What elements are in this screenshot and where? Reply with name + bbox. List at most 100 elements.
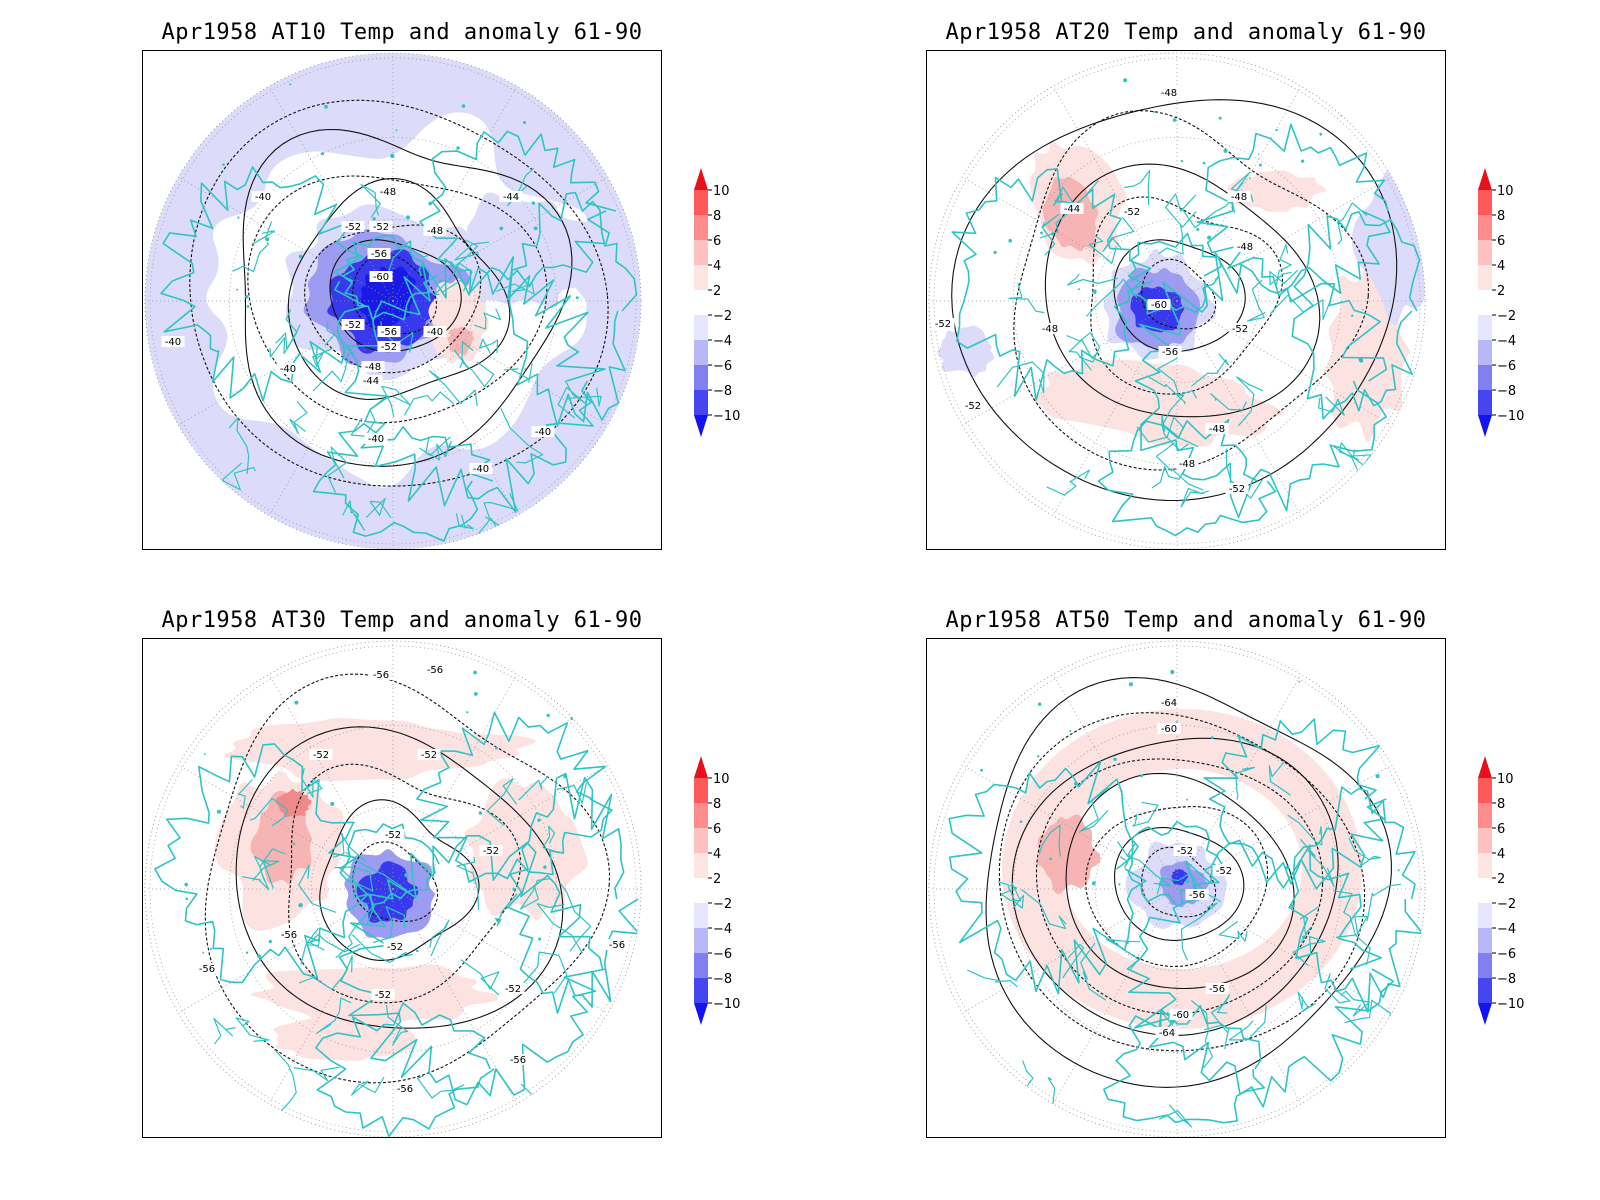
border-line — [500, 407, 544, 464]
meridian — [268, 674, 394, 890]
island — [1275, 128, 1278, 132]
border-line — [997, 880, 1022, 902]
colorbar-segment — [694, 365, 708, 390]
border-line — [273, 1048, 297, 1120]
contour-label-bg — [531, 426, 555, 437]
colorbar-segment — [694, 215, 708, 240]
contour-label: -52 — [965, 401, 981, 412]
colorbar-segment — [1478, 365, 1492, 390]
contour-label-bg — [1060, 203, 1084, 214]
colorbar-segment — [694, 878, 708, 903]
border-line — [536, 903, 584, 954]
anomaly-pos-area — [224, 718, 536, 782]
colorbar-tick-label: 10 — [1497, 184, 1514, 199]
island — [592, 79, 595, 82]
border-line — [235, 1017, 270, 1042]
colorbar-segment — [1478, 215, 1492, 240]
border-line — [434, 262, 473, 296]
colorbar-segment — [1478, 340, 1492, 365]
border-line — [1354, 915, 1371, 966]
border-line — [1337, 202, 1368, 245]
meridian — [178, 176, 394, 302]
anomaly-neg-core — [1171, 868, 1189, 886]
meridian — [1052, 888, 1178, 1104]
colorbar-segment — [1478, 290, 1492, 315]
border-line — [522, 951, 568, 994]
border-line — [1041, 213, 1060, 256]
colorbar: 10 8 6 4 2 −2 −4 −6 −8 −10 — [1478, 168, 1524, 437]
border-line — [365, 498, 392, 519]
colorbar-segment — [694, 778, 708, 803]
contour-label: -56 — [373, 670, 389, 681]
contour-label: -44 — [1064, 204, 1080, 215]
colorbar-segment — [1478, 928, 1492, 953]
island — [1140, 774, 1144, 778]
coastline-segment — [508, 191, 638, 427]
border-line — [1324, 973, 1351, 1004]
island — [1078, 288, 1080, 291]
colorbar-tick-label: 8 — [1497, 797, 1505, 812]
colorbar-tick-label: −2 — [713, 309, 732, 324]
anomaly-pos-area — [464, 777, 588, 921]
contour-label-bg — [369, 669, 393, 680]
island — [372, 217, 376, 221]
island — [293, 842, 296, 846]
contour-label-bg — [381, 829, 405, 840]
border-line — [419, 436, 451, 456]
temperature-contour — [1085, 806, 1269, 968]
colorbar-tick-label: 4 — [713, 259, 721, 274]
contour-label: -56 — [510, 1055, 526, 1066]
colorbar-segment — [694, 315, 708, 340]
colorbar-segment — [694, 928, 708, 953]
island — [202, 951, 205, 954]
border-line — [1297, 991, 1317, 1013]
meridian — [392, 300, 518, 516]
colorbar-segment — [694, 190, 708, 215]
latitude-circle — [149, 57, 637, 545]
colorbar-tick-label: 8 — [1497, 209, 1505, 224]
border-line — [1085, 278, 1138, 317]
temperature-contour — [985, 677, 1392, 1088]
border-line — [429, 919, 450, 957]
island — [1113, 757, 1117, 761]
map-canvas: -40 -48 -44-52 -52 -48-56-60-52-56-52-48-44-… — [144, 52, 642, 549]
colorbar-segment — [1478, 903, 1492, 928]
border-line — [456, 856, 480, 910]
island — [1368, 72, 1373, 77]
island — [1040, 231, 1043, 235]
border-line — [996, 361, 1045, 394]
border-line — [1235, 766, 1255, 800]
contour-label: -56 — [427, 665, 443, 676]
meridian — [1176, 176, 1392, 302]
border-line — [1318, 396, 1345, 416]
island — [533, 226, 538, 231]
border-line — [441, 239, 479, 293]
island — [1380, 715, 1383, 718]
island — [968, 95, 973, 100]
map-canvas: -56 -56 -52 -52 -52 -52 -56 -52 -56 -52 -52 -56 -56 -… — [144, 640, 642, 1137]
contour-label: -60 — [1161, 724, 1177, 735]
coastline-segment — [416, 711, 613, 883]
border-line — [1080, 942, 1107, 1001]
island — [1362, 308, 1364, 311]
border-line — [1236, 376, 1264, 427]
panel-title: Apr1958 AT10 Temp and anomaly 61-90 — [161, 20, 643, 45]
colorbar-arrow-top — [1478, 756, 1492, 778]
border-line — [1190, 1000, 1214, 1069]
border-line — [427, 441, 452, 461]
contour-label-bg — [1185, 889, 1209, 900]
latitude-circle — [228, 136, 558, 466]
contour-label-bg — [364, 433, 388, 444]
border-line — [385, 1005, 408, 1046]
border-line — [228, 417, 250, 475]
island — [1074, 781, 1078, 786]
latitude-circle — [1012, 136, 1342, 466]
island — [537, 818, 541, 822]
border-line — [1165, 193, 1197, 228]
colorbar-tick-label: 8 — [713, 209, 721, 224]
contour-label-bg — [961, 400, 985, 411]
contour-label-bg — [1228, 323, 1252, 334]
colorbar-tick-label: −8 — [713, 384, 732, 399]
contour-label-bg — [1205, 423, 1229, 434]
contour-label-bg — [1157, 697, 1181, 708]
